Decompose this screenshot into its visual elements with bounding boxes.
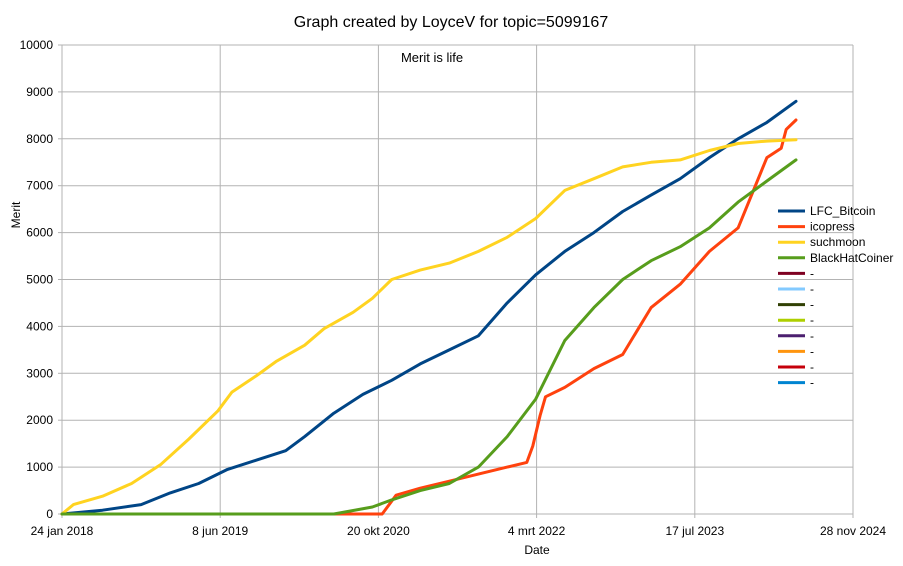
x-tick-label: 17 jul 2023 [665,524,724,538]
y-axis-label: Merit [9,201,23,228]
grid [61,44,854,515]
y-tick-label: 4000 [26,319,53,333]
legend-label: - [810,344,814,358]
y-tick-label: 8000 [26,132,53,146]
y-tick-label: 6000 [26,226,53,240]
x-tick-label: 4 mrt 2022 [508,524,566,538]
legend-label: - [810,313,814,327]
chart-subtitle: Merit is life [401,50,463,65]
chart-title: Graph created by LoyceV for topic=509916… [294,14,609,31]
legend-label: - [810,266,814,280]
y-tick-label: 3000 [26,366,53,380]
y-tick-label: 2000 [26,413,53,427]
y-tick-label: 1000 [26,460,53,474]
y-tick-label: 5000 [26,273,53,287]
y-ticks: 0 1000 2000 3000 4000 5000 6000 7000 8000 9000 100… [20,38,62,521]
series-line-blackhatcoiner [60,158,798,516]
legend-label: - [810,282,814,296]
legend-label: - [810,360,814,374]
legend-label: - [810,298,814,312]
legend-label: - [810,376,814,390]
y-tick-label: 9000 [26,85,53,99]
legend-label: BlackHatCoiner [810,251,893,265]
x-tick-label: 8 jun 2019 [192,524,248,538]
series-lines [60,99,798,516]
legend-label: suchmoon [810,235,865,249]
series-line-lfc-bitcoin [60,99,798,516]
series-line-suchmoon [60,138,798,516]
x-tick-label: 24 jan 2018 [31,524,94,538]
y-tick-label: 0 [46,507,53,521]
x-axis-label: Date [524,543,550,557]
x-ticks: 24 jan 2018 8 jun 2019 20 okt 2020 4 mrt 20… [31,514,886,538]
x-tick-label: 20 okt 2020 [347,524,410,538]
legend-label: - [810,329,814,343]
x-tick-label: 28 nov 2024 [820,524,886,538]
legend-label: icopress [810,220,855,234]
y-tick-label: 7000 [26,179,53,193]
y-tick-label: 10000 [20,38,54,52]
legend-label: LFC_Bitcoin [810,204,875,218]
